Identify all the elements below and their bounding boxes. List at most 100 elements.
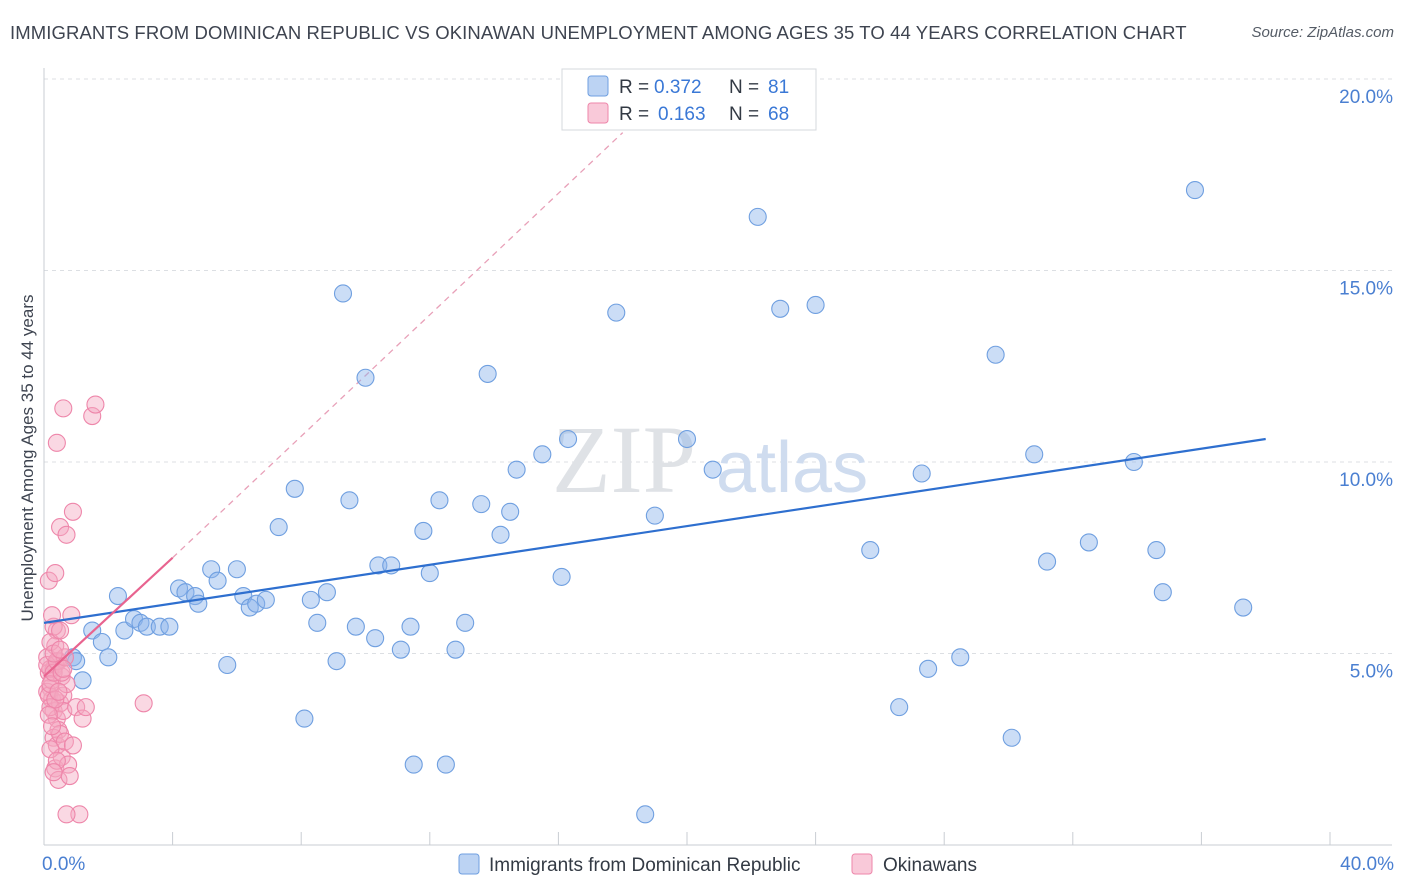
okinawan-point-39 bbox=[54, 399, 73, 418]
dominican-point-39 bbox=[391, 640, 410, 659]
dominican-point-23 bbox=[247, 594, 266, 613]
dominican-point-4 bbox=[92, 632, 111, 652]
legend-r-label-2: R = bbox=[619, 104, 649, 125]
y-tick-label-5: 5.0% bbox=[1350, 662, 1393, 683]
okinawan-point-36 bbox=[46, 564, 65, 583]
dominican-point-17 bbox=[202, 560, 221, 579]
dominican-point-27 bbox=[295, 709, 314, 728]
dominican-point-64 bbox=[861, 541, 880, 560]
dominican-point-26 bbox=[285, 479, 304, 498]
okinawan-point-55 bbox=[39, 705, 58, 724]
dominican-point-60 bbox=[703, 460, 722, 479]
legend-r-label-1: R = bbox=[619, 77, 649, 98]
okinawan-point-31 bbox=[63, 736, 82, 755]
dominican-point-6 bbox=[108, 586, 127, 606]
dominican-point-35 bbox=[356, 368, 375, 387]
okinawan-point-29 bbox=[59, 755, 78, 774]
dominican-point-11 bbox=[150, 617, 169, 636]
dominican-point-59 bbox=[677, 429, 697, 449]
okinawan-point-34 bbox=[42, 606, 62, 625]
dominican-point-30 bbox=[317, 583, 336, 602]
dominican-point-54 bbox=[552, 567, 571, 586]
dominican-trend-line bbox=[43, 437, 1266, 624]
y-tick-label-20: 20.0% bbox=[1339, 87, 1393, 108]
dominican-point-40 bbox=[401, 617, 420, 636]
dominican-point-76 bbox=[1153, 583, 1172, 602]
dominican-point-70 bbox=[1002, 728, 1021, 747]
stats-legend: R = 0.372 N = 81 R = 0.163 N = 68 bbox=[561, 68, 817, 131]
watermark-atlas: atlas bbox=[716, 428, 868, 508]
dominican-point-31 bbox=[327, 652, 346, 671]
okinawan-point-64 bbox=[41, 740, 60, 759]
dominican-point-66 bbox=[912, 464, 931, 483]
dominican-point-51 bbox=[501, 502, 520, 521]
dominican-point-75 bbox=[1147, 541, 1166, 560]
dominican-point-78 bbox=[1234, 598, 1253, 617]
dominican-point-36 bbox=[366, 629, 385, 648]
dominican-point-72 bbox=[1038, 552, 1057, 571]
dominican-point-63 bbox=[806, 295, 825, 315]
dominican-point-69 bbox=[986, 345, 1005, 364]
dominican-point-74 bbox=[1124, 452, 1143, 472]
y-axis-label: Unemployment Among Ages 35 to 44 years bbox=[18, 295, 37, 622]
okinawan-point-47 bbox=[86, 395, 105, 414]
dominican-point-28 bbox=[301, 590, 320, 609]
dominican-point-37 bbox=[369, 556, 388, 575]
dominican-point-73 bbox=[1079, 533, 1098, 552]
dominican-point-47 bbox=[456, 613, 475, 632]
chart-title: IMMIGRANTS FROM DOMINICAN REPUBLIC VS OK… bbox=[10, 22, 1187, 43]
dominican-point-34 bbox=[346, 617, 365, 636]
dominican-point-57 bbox=[636, 805, 655, 824]
watermark-zip: ZIP bbox=[552, 406, 696, 513]
okinawan-point-42 bbox=[62, 606, 81, 625]
okinawan-point-65 bbox=[47, 751, 66, 770]
okinawan-point-40 bbox=[57, 525, 76, 544]
dominican-point-10 bbox=[137, 617, 156, 636]
series-legend-swatch-pink bbox=[851, 853, 873, 875]
dominican-point-71 bbox=[1025, 445, 1044, 464]
y-tick-label-10: 10.0% bbox=[1339, 470, 1393, 491]
dominican-point-25 bbox=[269, 518, 288, 537]
dominican-point-61 bbox=[748, 207, 767, 226]
okinawan-point-46 bbox=[83, 406, 102, 426]
dominican-point-67 bbox=[919, 659, 938, 678]
okinawan-point-43 bbox=[67, 698, 86, 717]
dominican-point-56 bbox=[607, 303, 626, 322]
dominican-point-52 bbox=[507, 460, 526, 479]
y-tick-label-15: 15.0% bbox=[1339, 279, 1393, 300]
dominican-point-44 bbox=[430, 491, 449, 510]
source-note: Source: ZipAtlas.com bbox=[1251, 24, 1394, 41]
dominican-point-32 bbox=[333, 284, 353, 303]
dominican-point-65 bbox=[890, 698, 909, 717]
okinawan-point-45 bbox=[76, 698, 95, 717]
dominican-point-58 bbox=[645, 506, 664, 525]
okinawans-trend-extension bbox=[172, 132, 624, 559]
okinawan-point-48 bbox=[70, 805, 89, 824]
dominican-point-24 bbox=[256, 590, 275, 609]
okinawan-point-67 bbox=[51, 621, 70, 640]
y-tick-labels: 5.0% 10.0% 15.0% 20.0% bbox=[1339, 87, 1393, 683]
legend-r-value-1: 0.372 bbox=[654, 77, 702, 98]
stats-legend-swatch-pink bbox=[587, 102, 609, 124]
dominican-point-33 bbox=[340, 491, 359, 510]
okinawan-point-41 bbox=[63, 502, 82, 521]
dominican-point-45 bbox=[436, 755, 455, 774]
series-legend-swatch-blue bbox=[458, 853, 480, 875]
okinawan-point-58 bbox=[49, 682, 68, 701]
dominican-point-41 bbox=[404, 755, 423, 774]
dominican-point-20 bbox=[227, 560, 246, 579]
dominican-point-2 bbox=[73, 671, 92, 690]
dominican-point-49 bbox=[478, 364, 497, 383]
okinawan-point-49 bbox=[57, 805, 76, 824]
dominican-point-55 bbox=[558, 429, 578, 449]
okinawan-point-56 bbox=[42, 717, 62, 736]
dominican-point-46 bbox=[446, 640, 465, 659]
okinawan-point-35 bbox=[39, 571, 58, 590]
dominican-point-29 bbox=[308, 613, 327, 632]
dominican-point-12 bbox=[160, 617, 179, 636]
okinawan-point-30 bbox=[60, 767, 79, 786]
legend-n-label-2: N = bbox=[729, 104, 759, 125]
dominican-point-18 bbox=[208, 571, 227, 590]
dominican-point-43 bbox=[420, 564, 439, 583]
